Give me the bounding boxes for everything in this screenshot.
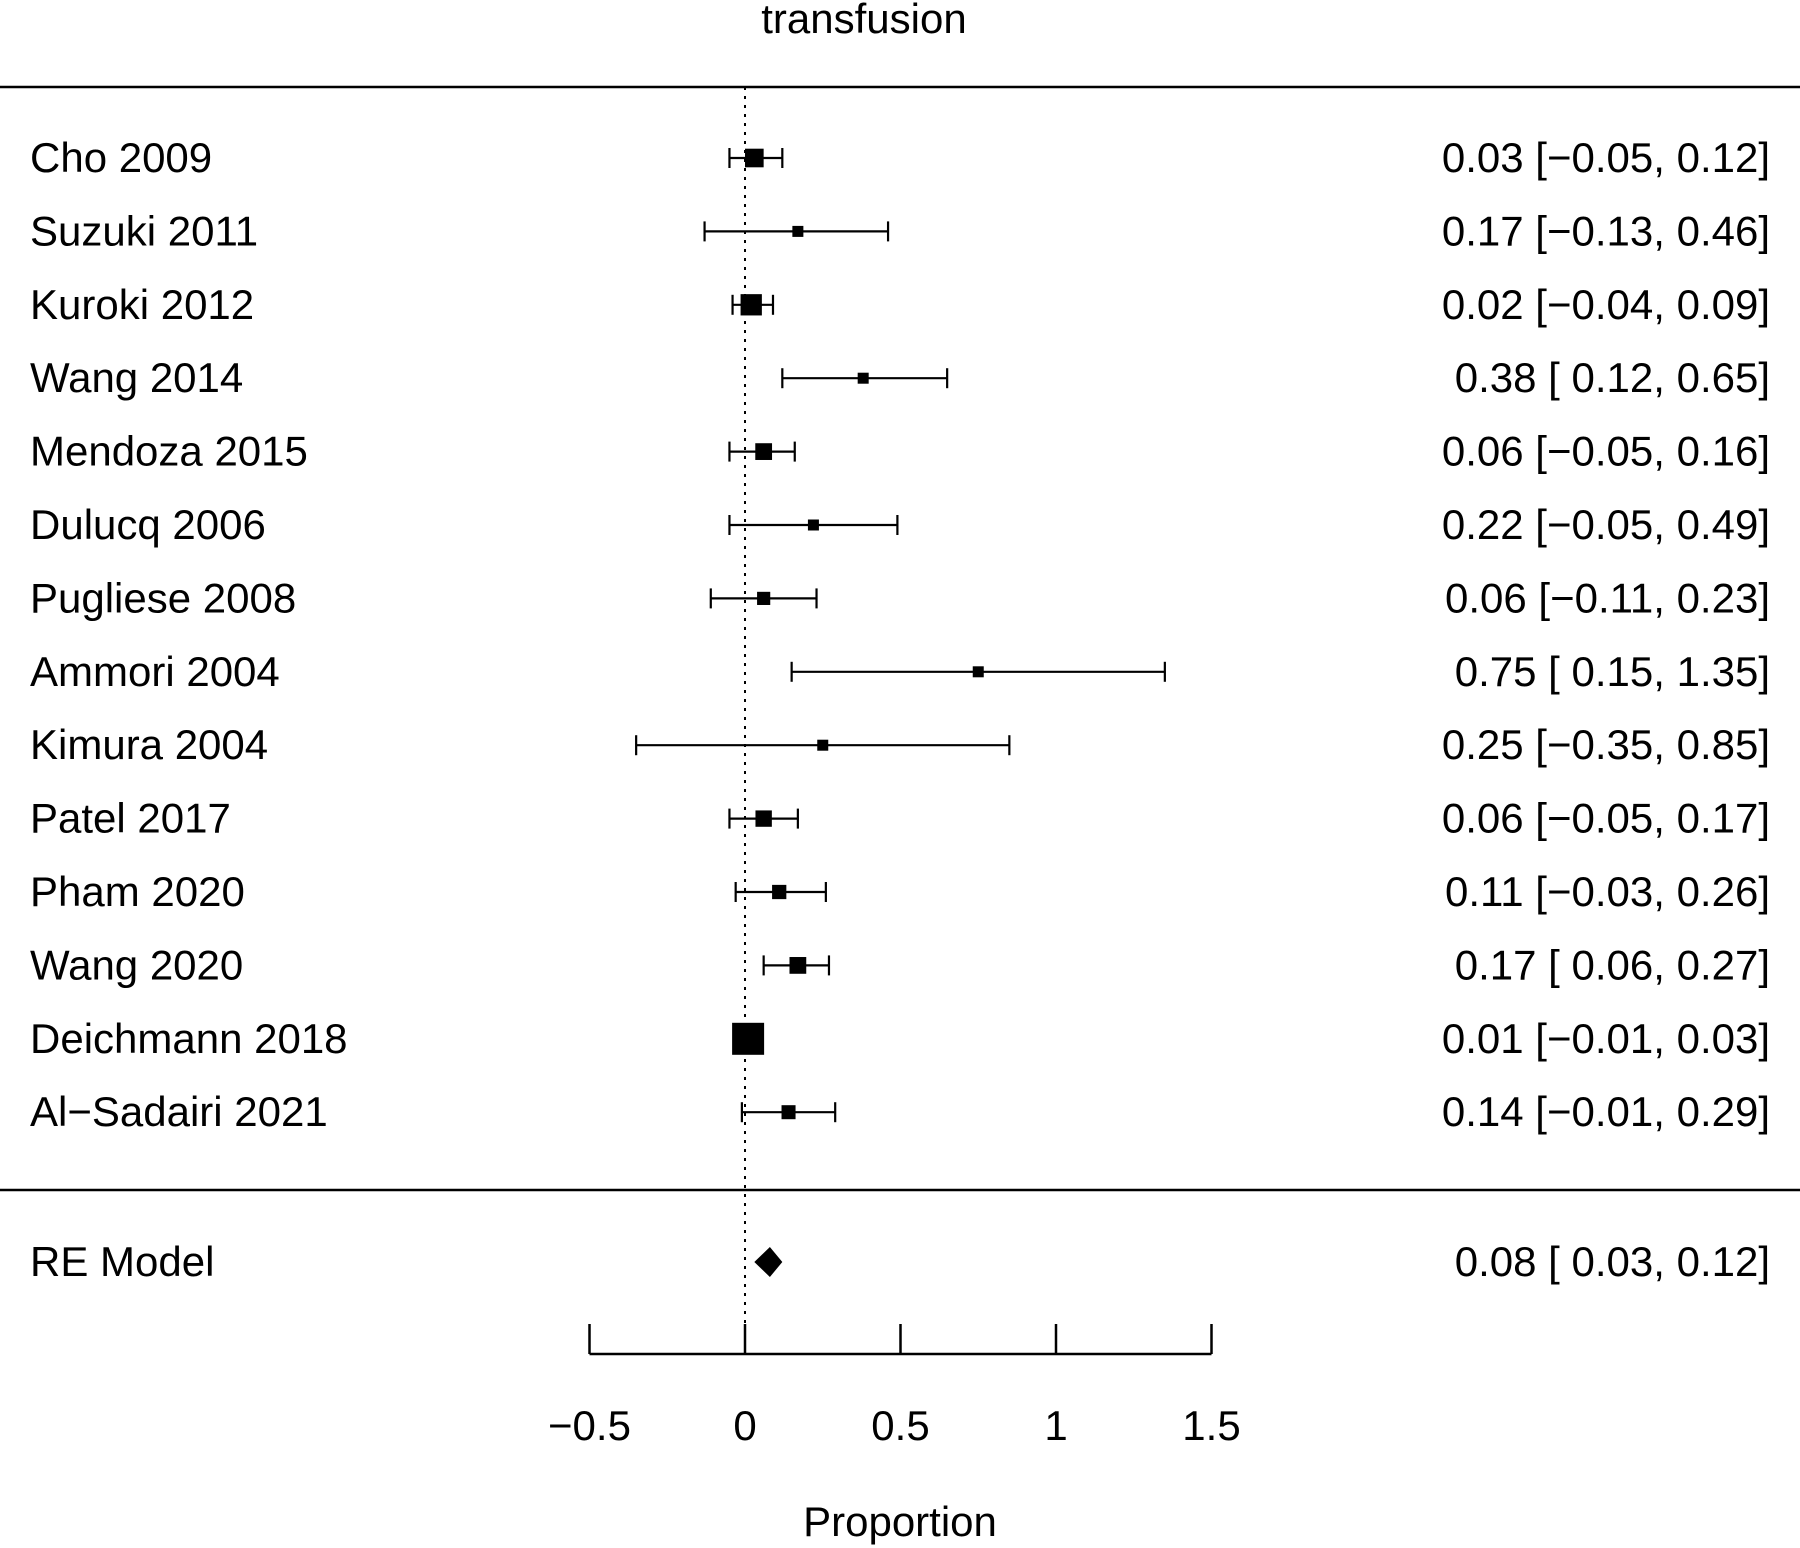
estimate-ci-text: 0.06 [−0.11, 0.23]: [1445, 574, 1770, 621]
study-label: Wang 2014: [30, 354, 243, 401]
estimate-ci-text: 0.11 [−0.03, 0.26]: [1445, 868, 1770, 915]
study-label: Mendoza 2015: [30, 428, 308, 475]
study-row: Kuroki 2012 0.02 [−0.04, 0.09]: [30, 281, 1770, 328]
estimate-ci-text: 0.02 [−0.04, 0.09]: [1442, 281, 1770, 328]
study-label: Wang 2020: [30, 941, 243, 988]
estimate-ci-text: 0.38 [ 0.12, 0.65]: [1455, 354, 1770, 401]
summary-row: RE Model 0.08 [ 0.03, 0.12]: [30, 1238, 1770, 1285]
estimate-ci-text: 0.17 [−0.13, 0.46]: [1442, 207, 1770, 254]
study-row: Mendoza 2015 0.06 [−0.05, 0.16]: [30, 428, 1770, 475]
study-row: Pugliese 2008 0.06 [−0.11, 0.23]: [30, 574, 1770, 621]
point-estimate: [755, 443, 773, 460]
study-label: Pham 2020: [30, 868, 245, 915]
study-row: Kimura 2004 0.25 [−0.35, 0.85]: [30, 721, 1770, 768]
estimate-ci-text: 0.14 [−0.01, 0.29]: [1442, 1088, 1770, 1135]
x-tick-label: 0: [733, 1402, 756, 1449]
estimate-ci-text: 0.03 [−0.05, 0.12]: [1442, 134, 1770, 181]
study-rows: Cho 2009 0.03 [−0.05, 0.12] Suzuki 2011 0.1…: [30, 134, 1770, 1135]
x-axis: −0.5 0 0.5 1 1.5: [548, 1324, 1241, 1449]
point-estimate: [857, 372, 869, 384]
study-row: Ammori 2004 0.75 [ 0.15, 1.35]: [30, 648, 1770, 695]
point-estimate: [732, 1022, 765, 1055]
chart-title: transfusion: [761, 0, 966, 42]
x-tick-label: 0.5: [871, 1402, 929, 1449]
study-row: Suzuki 2011 0.17 [−0.13, 0.46]: [30, 207, 1770, 254]
study-label: Kuroki 2012: [30, 281, 254, 328]
study-label: Ammori 2004: [30, 648, 280, 695]
study-row: Deichmann 2018 0.01 [−0.01, 0.03]: [30, 1015, 1770, 1062]
study-row: Patel 2017 0.06 [−0.05, 0.17]: [30, 795, 1770, 842]
summary-diamond: [754, 1247, 783, 1277]
study-row: Pham 2020 0.11 [−0.03, 0.26]: [30, 868, 1770, 915]
point-estimate: [745, 148, 764, 168]
estimate-ci-text: 0.01 [−0.01, 0.03]: [1442, 1015, 1770, 1062]
estimate-ci-text: 0.17 [ 0.06, 0.27]: [1455, 941, 1770, 988]
study-label: Cho 2009: [30, 134, 212, 181]
point-estimate: [807, 519, 819, 531]
study-label: Suzuki 2011: [30, 207, 258, 254]
study-label: Kimura 2004: [30, 721, 268, 768]
estimate-ci-text: 0.25 [−0.35, 0.85]: [1442, 721, 1770, 768]
point-estimate: [789, 957, 807, 974]
point-estimate: [781, 1105, 796, 1120]
study-label: Deichmann 2018: [30, 1015, 348, 1062]
study-label: Patel 2017: [30, 795, 231, 842]
x-tick-label: 1.5: [1182, 1402, 1240, 1449]
summary-label: RE Model: [30, 1238, 214, 1285]
point-estimate: [792, 225, 804, 237]
study-label: Dulucq 2006: [30, 501, 266, 548]
x-axis-label: Proportion: [803, 1498, 997, 1545]
x-tick-label: 1: [1044, 1402, 1067, 1449]
study-row: Wang 2014 0.38 [ 0.12, 0.65]: [30, 354, 1770, 401]
x-tick-label: −0.5: [548, 1402, 631, 1449]
study-label: Al−Sadairi 2021: [30, 1088, 328, 1135]
point-estimate: [755, 810, 772, 827]
estimate-ci-text: 0.22 [−0.05, 0.49]: [1442, 501, 1770, 548]
point-estimate: [972, 666, 984, 678]
point-estimate: [817, 739, 829, 751]
study-row: Wang 2020 0.17 [ 0.06, 0.27]: [30, 941, 1770, 988]
point-estimate: [772, 884, 787, 900]
study-row: Al−Sadairi 2021 0.14 [−0.01, 0.29]: [30, 1088, 1770, 1135]
estimate-ci-text: 0.75 [ 0.15, 1.35]: [1455, 648, 1770, 695]
point-estimate: [757, 591, 771, 605]
study-row: Dulucq 2006 0.22 [−0.05, 0.49]: [30, 501, 1770, 548]
study-row: Cho 2009 0.03 [−0.05, 0.12]: [30, 134, 1770, 181]
point-estimate: [740, 294, 762, 316]
study-label: Pugliese 2008: [30, 574, 296, 621]
summary-ci-text: 0.08 [ 0.03, 0.12]: [1455, 1238, 1770, 1285]
estimate-ci-text: 0.06 [−0.05, 0.16]: [1442, 428, 1770, 475]
estimate-ci-text: 0.06 [−0.05, 0.17]: [1442, 795, 1770, 842]
